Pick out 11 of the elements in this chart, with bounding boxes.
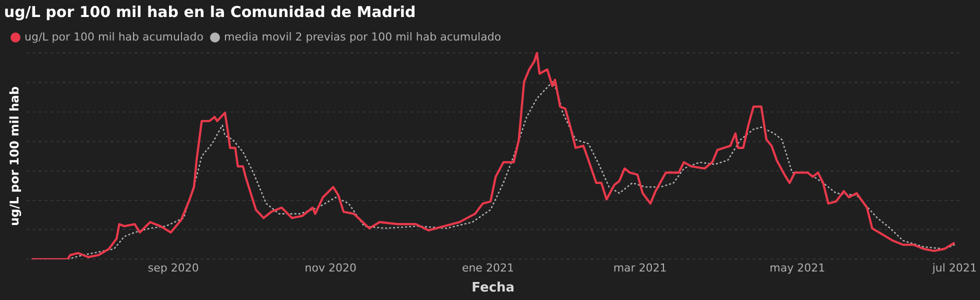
x-axis-title: Fecha (472, 280, 515, 296)
x-tick-label: jul 2021 (931, 262, 977, 275)
legend-label: media movil 2 previas por 100 mil hab acumulado (224, 30, 502, 44)
x-tick-label: ene 2021 (462, 262, 514, 275)
x-tick-label: mar 2021 (613, 262, 667, 275)
legend-label: ug/L por 100 mil hab acumulado (24, 30, 204, 44)
x-tick-label: nov 2020 (304, 262, 357, 275)
chart-title: ug/L por 100 mil hab en la Comunidad de Madrid (4, 2, 416, 21)
x-tick-label: may 2021 (770, 262, 826, 275)
x-tick-label: sep 2020 (148, 262, 199, 275)
y-axis-title: ug/L por 100 mil hab (7, 86, 22, 226)
